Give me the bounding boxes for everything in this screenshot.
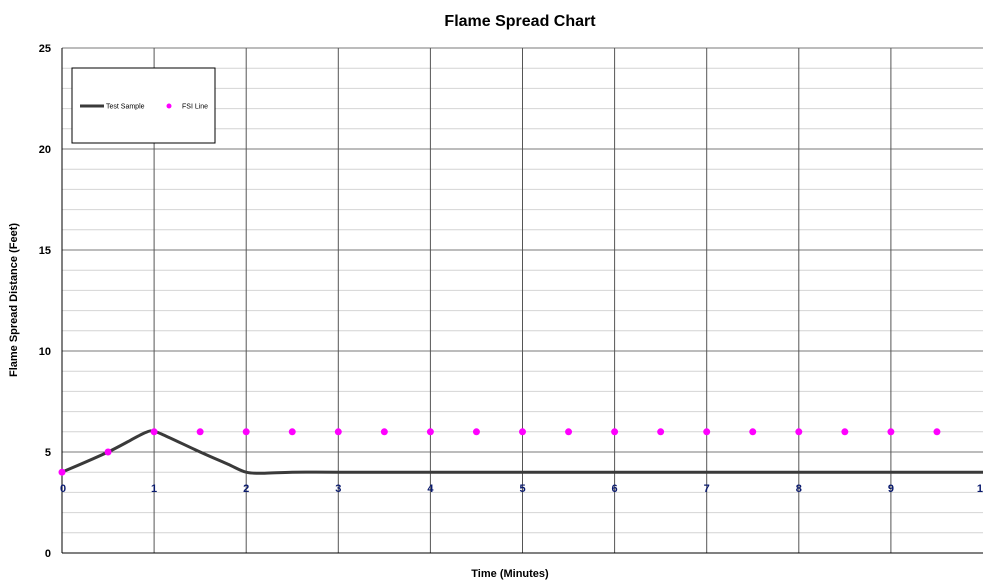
fsi-marker: [242, 428, 250, 436]
fsi-marker: [334, 428, 342, 436]
x-tick-label: 1: [977, 483, 983, 495]
fsi-marker: [519, 428, 526, 436]
x-tick-label: 1: [151, 483, 157, 495]
x-tick-label: 9: [888, 483, 894, 495]
y-tick-label: 5: [45, 447, 51, 459]
fsi-marker: [104, 448, 112, 456]
x-tick-label: 2: [243, 483, 249, 495]
x-tick-label: 7: [704, 483, 710, 495]
fsi-marker: [795, 428, 803, 436]
series-layer: [58, 428, 983, 476]
x-tick-label: 6: [612, 483, 618, 495]
fsi-marker: [703, 428, 711, 436]
y-tick-label: 10: [39, 346, 51, 358]
fsi-marker: [565, 428, 573, 436]
fsi-marker: [887, 428, 895, 436]
major-gridlines: [62, 47, 983, 553]
x-axis-label: Time (Minutes): [471, 568, 549, 580]
legend-label-fsi-line: FSI Line: [182, 104, 208, 111]
fsi-marker: [933, 428, 941, 436]
fsi-marker: [380, 428, 388, 436]
y-tick-labels: 0 5 10 15 20 25: [39, 43, 51, 560]
fsi-marker: [611, 428, 619, 436]
fsi-marker: [58, 468, 66, 476]
fsi-marker: [841, 428, 849, 436]
legend-label-test-sample: Test Sample: [106, 104, 145, 111]
chart-title: Flame Spread Chart: [444, 13, 596, 30]
fsi-marker: [657, 428, 665, 436]
y-axis-label: Flame Spread Distance (Feet): [8, 223, 20, 377]
x-tick-labels: 0 1 2 3 4 5 6 7 8 9 1: [60, 483, 983, 495]
x-tick-label: 5: [519, 483, 525, 495]
fsi-marker: [150, 428, 158, 436]
x-tick-label: 3: [335, 483, 341, 495]
fsi-marker: [196, 428, 204, 436]
y-tick-label: 15: [39, 245, 51, 257]
x-tick-label: 0: [60, 483, 66, 495]
y-tick-label: 25: [39, 43, 51, 55]
legend-marker-swatch: [166, 103, 172, 109]
y-tick-label: 0: [45, 548, 51, 560]
y-tick-label: 20: [39, 144, 51, 156]
fsi-marker: [288, 428, 296, 436]
legend: Test Sample FSI Line: [71, 67, 216, 144]
x-tick-label: 8: [796, 483, 802, 495]
fsi-marker: [426, 428, 434, 436]
fsi-marker: [749, 428, 757, 436]
fsi-marker: [472, 428, 480, 436]
x-tick-label: 4: [427, 483, 434, 495]
